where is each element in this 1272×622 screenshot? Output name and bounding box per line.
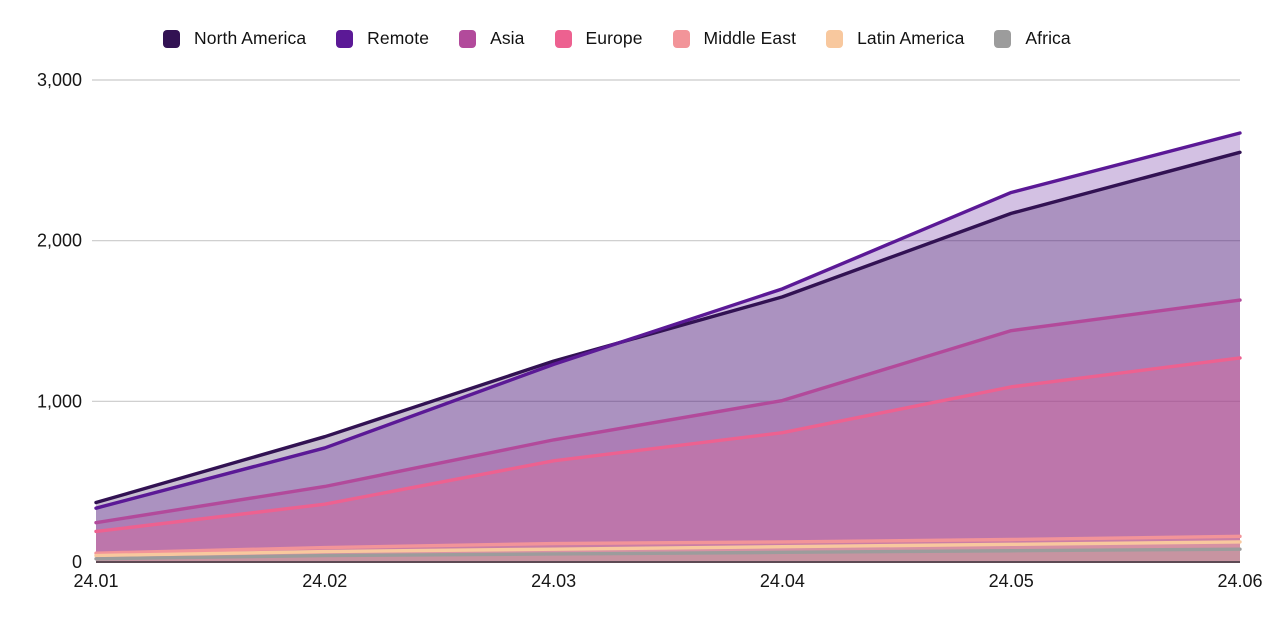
legend-swatch-africa [994, 29, 1012, 48]
legend-swatch-asia [459, 29, 477, 48]
legend-label: Latin America [857, 28, 965, 48]
x-tick-label-24-04: 24.04 [760, 571, 805, 591]
x-tick-label-24-02: 24.02 [302, 571, 347, 591]
area-fill-asia [96, 300, 1240, 562]
legend-item-latin-america[interactable]: Latin America [826, 28, 964, 49]
legend-swatch-north-america [163, 29, 180, 48]
y-tick-label-3000: 3,000 [37, 70, 82, 90]
legend: North America Remote Asia Europe Middle East… [163, 28, 1071, 49]
series-line-latin-america [94, 540, 1242, 558]
area-fill-north-america [96, 152, 1240, 563]
series-line-africa [94, 547, 1242, 561]
legend-label: Europe [585, 28, 643, 48]
y-tick-label-1000: 1,000 [37, 391, 82, 411]
legend-swatch-latin-america [826, 29, 844, 48]
x-tick-label-24-06: 24.06 [1217, 571, 1262, 591]
legend-item-north-america[interactable]: North America [163, 28, 306, 49]
legend-label: Middle East [703, 28, 797, 48]
y-tick-label-2000: 2,000 [37, 231, 82, 251]
series-line-middle-east [94, 534, 1242, 555]
x-tick-label-24-01: 24.01 [73, 571, 118, 591]
legend-label: Africa [1025, 28, 1071, 48]
x-tick-label-24-05: 24.05 [989, 571, 1034, 591]
legend-swatch-middle-east [672, 29, 690, 48]
area-fill-remote [96, 133, 1240, 562]
legend-item-asia[interactable]: Asia [459, 28, 524, 49]
legend-label: North America [194, 28, 307, 48]
legend-item-middle-east[interactable]: Middle East [672, 28, 797, 49]
series-line-remote [94, 131, 1242, 510]
legend-item-remote[interactable]: Remote [336, 28, 429, 49]
legend-label: Remote [367, 28, 430, 48]
series-line-europe [94, 356, 1242, 534]
legend-swatch-remote [336, 29, 354, 48]
y-tick-label-0: 0 [72, 552, 82, 572]
series-line-asia [94, 298, 1242, 525]
area-fill-europe [96, 357, 1240, 562]
legend-swatch-europe [554, 29, 572, 48]
x-tick-label-24-03: 24.03 [531, 571, 576, 591]
series-line-north-america [94, 150, 1242, 505]
legend-item-europe[interactable]: Europe [554, 28, 643, 49]
legend-label: Asia [490, 28, 525, 48]
legend-item-africa[interactable]: Africa [994, 28, 1071, 49]
